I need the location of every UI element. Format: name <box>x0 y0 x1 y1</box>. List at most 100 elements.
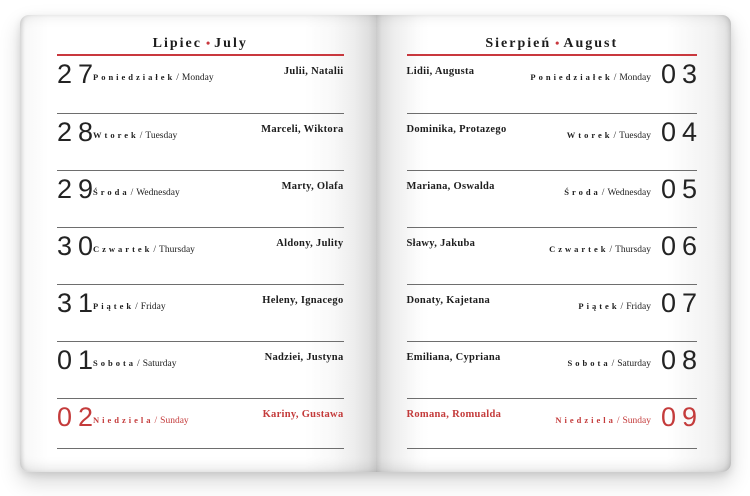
weekday-label: Czwartek/Thursday <box>549 239 651 257</box>
weekday-name-en: Saturday <box>617 359 651 369</box>
weekday-name-pl: Sobota <box>93 358 137 368</box>
weekday-label: Poniedziałek/Monday <box>93 67 214 85</box>
day-number: 06 <box>660 231 703 261</box>
page-august: Sierpień • August 03 Poniedziałek/Monday Lid… <box>375 15 732 472</box>
weekday-name-en: Monday <box>619 73 651 83</box>
weekday-name-pl: Niedziela <box>93 415 154 425</box>
weekday-name-en: Thursday <box>615 245 651 255</box>
weekday-name-en: Sunday <box>160 416 189 426</box>
day-rows-july: 27 Poniedziałek/Monday Julii, Natalii 28 Wto… <box>57 56 344 448</box>
slash-separator: / <box>154 416 158 426</box>
weekday-name-en: Friday <box>140 302 166 312</box>
bottom-rule <box>57 448 344 449</box>
slash-separator: / <box>139 131 143 141</box>
dot-separator-icon: • <box>555 36 560 50</box>
weekday-name-en: Thursday <box>159 245 195 255</box>
month-name-pl: Sierpień <box>485 36 552 51</box>
slash-separator: / <box>613 73 617 83</box>
day-row-30: 30 Czwartek/Thursday Aldony, Julity <box>57 227 344 284</box>
name-days: Aldony, Julity <box>276 238 344 249</box>
weekday-name-pl: Poniedziałek <box>530 72 613 82</box>
day-row-07: 07 Piątek/Friday Donaty, Kajetana <box>406 284 697 341</box>
bottom-rule <box>406 448 697 449</box>
weekday-label: Środa/Wednesday <box>93 182 180 200</box>
weekday-label: Wtorek/Tuesday <box>93 125 177 143</box>
weekday-name-pl: Czwartek <box>549 244 609 254</box>
slash-separator: / <box>130 188 134 198</box>
weekday-name-pl: Wtorek <box>566 130 613 140</box>
name-days: Heleny, Ignacego <box>262 295 344 306</box>
page-july: Lipiec • July 27 Poniedziałek/Monday Julii, … <box>20 15 376 472</box>
slash-separator: / <box>611 359 615 369</box>
weekday-label: Sobota/Saturday <box>93 353 176 371</box>
weekday-name-en: Tuesday <box>619 131 651 141</box>
weekday-label: Środa/Wednesday <box>564 182 651 200</box>
day-number: 02 <box>57 402 100 432</box>
month-name-en: August <box>563 36 619 51</box>
day-row-05: 05 Środa/Wednesday Mariana, Oswalda <box>406 170 697 227</box>
name-days: Julii, Natalii <box>283 66 344 77</box>
weekday-label: Sobota/Saturday <box>568 353 651 371</box>
weekday-name-pl: Piątek <box>578 301 620 311</box>
day-row-29: 29 Środa/Wednesday Marty, Olafa <box>57 170 344 227</box>
weekday-label: Niedziela/Sunday <box>93 410 189 428</box>
weekday-name-pl: Poniedziałek <box>93 72 176 82</box>
slash-separator: / <box>601 188 605 198</box>
month-rule <box>406 54 697 56</box>
weekday-label: Piątek/Friday <box>578 296 651 314</box>
weekday-name-pl: Środa <box>93 187 130 197</box>
slash-separator: / <box>137 359 140 369</box>
day-number: 01 <box>57 345 100 375</box>
weekday-label: Czwartek/Thursday <box>93 239 195 257</box>
day-number: 30 <box>57 231 100 261</box>
planner-spread: Lipiec • July 27 Poniedziałek/Monday Julii, … <box>20 15 731 472</box>
weekday-name-pl: Wtorek <box>93 130 139 140</box>
day-row-03: 03 Poniedziałek/Monday Lidii, Augusta <box>407 56 698 113</box>
dot-separator-icon: • <box>205 36 211 50</box>
day-row-28: 28 Wtorek/Tuesday Marceli, Wiktora <box>57 113 344 170</box>
slash-separator: / <box>135 302 138 312</box>
name-days: Mariana, Oswalda <box>406 181 495 192</box>
day-number: 05 <box>660 174 703 204</box>
name-days: Dominika, Protazego <box>406 124 507 135</box>
weekday-name-en: Wednesday <box>136 188 180 198</box>
page-august-content: Sierpień • August 03 Poniedziałek/Monday Lid… <box>376 15 732 472</box>
name-days: Marty, Olafa <box>281 181 344 192</box>
day-row-02: 02 Niedziela/Sunday Kariny, Gustawa <box>57 398 344 448</box>
month-rule <box>57 54 344 56</box>
name-days: Nadziei, Justyna <box>264 352 344 363</box>
day-number: 31 <box>57 288 100 318</box>
day-row-31: 31 Piątek/Friday Heleny, Ignacego <box>57 284 344 341</box>
day-row-01: 01 Sobota/Saturday Nadziei, Justyna <box>57 341 344 398</box>
day-rows-august: 03 Poniedziałek/Monday Lidii, Augusta 04 Wto… <box>406 56 698 448</box>
weekday-label: Wtorek/Tuesday <box>567 125 651 143</box>
weekday-name-en: Friday <box>626 302 651 312</box>
day-row-09: 09 Niedziela/Sunday Romana, Romualda <box>406 398 697 448</box>
month-name-en: July <box>214 36 248 51</box>
slash-separator: / <box>609 245 613 255</box>
day-number: 28 <box>57 117 100 147</box>
slash-separator: / <box>620 302 624 312</box>
day-number: 09 <box>660 402 703 432</box>
day-number: 29 <box>57 174 100 204</box>
weekday-name-en: Tuesday <box>145 131 178 141</box>
day-number: 27 <box>57 59 100 89</box>
name-days: Kariny, Gustawa <box>262 409 344 420</box>
weekday-label: Piątek/Friday <box>93 296 166 314</box>
day-number: 08 <box>660 345 703 375</box>
slash-separator: / <box>613 131 617 141</box>
name-days: Emiliana, Cypriana <box>406 352 501 363</box>
weekday-name-pl: Sobota <box>567 358 611 368</box>
name-days: Sławy, Jakuba <box>406 238 476 249</box>
weekday-name-pl: Niedziela <box>555 415 616 425</box>
name-days: Marceli, Wiktora <box>261 124 344 135</box>
day-number: 03 <box>660 59 703 89</box>
day-row-08: 08 Sobota/Saturday Emiliana, Cypriana <box>406 341 697 398</box>
weekday-name-en: Monday <box>181 73 214 83</box>
slash-separator: / <box>616 416 620 426</box>
name-days: Donaty, Kajetana <box>406 295 491 306</box>
day-number: 04 <box>660 117 703 147</box>
name-days: Lidii, Augusta <box>406 66 475 77</box>
day-row-27: 27 Poniedziałek/Monday Julii, Natalii <box>57 56 344 113</box>
slash-separator: / <box>176 73 179 83</box>
